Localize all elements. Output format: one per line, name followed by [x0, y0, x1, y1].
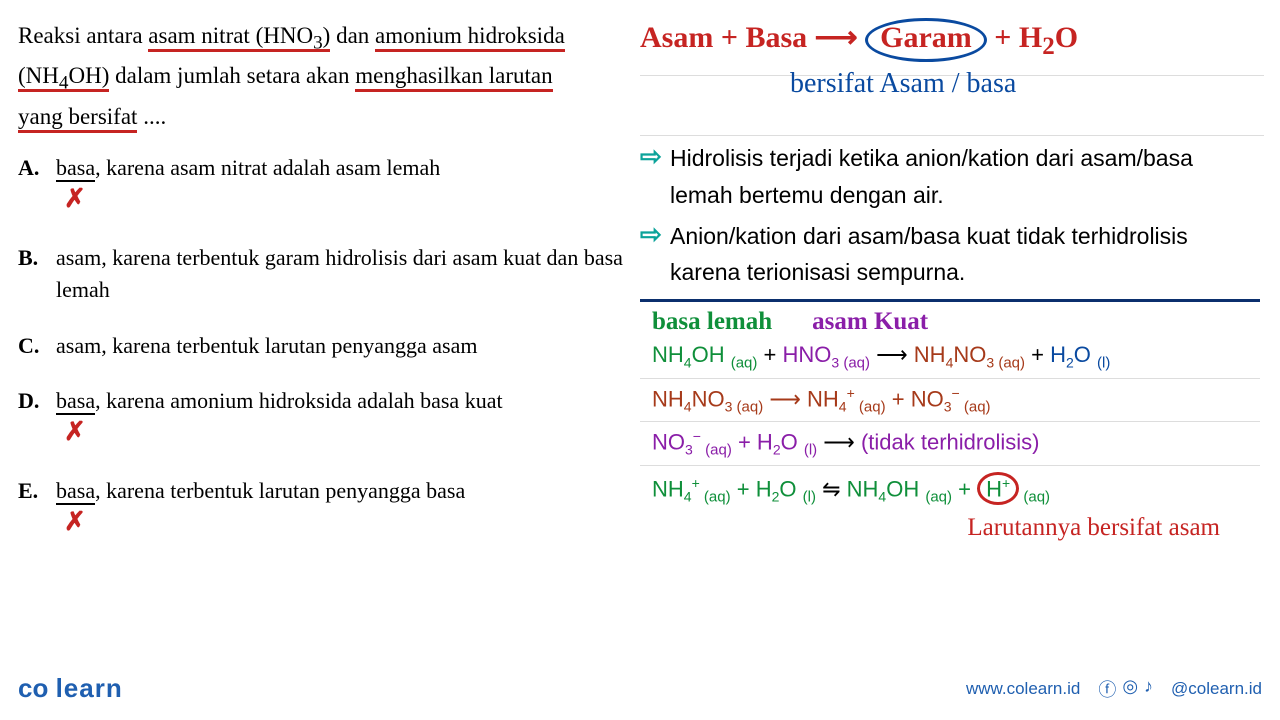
option-text: basa, karena amonium hidroksida adalah b… — [56, 385, 628, 451]
options-list: A. basa, karena asam nitrat adalah asam … — [18, 152, 628, 546]
footer-url: www.colearn.id — [966, 679, 1080, 699]
note-1: ⇨ Hidrolisis terjadi ketika anion/kation… — [640, 140, 1260, 214]
cross-mark-icon: ✗ — [64, 180, 628, 218]
q-underline-3: (NH4OH) — [18, 63, 109, 92]
footer: co learn www.colearn.id ⓕ ◎ ♪ @colearn.i… — [18, 673, 1262, 704]
circled-garam: Garam — [865, 18, 987, 62]
logo: co learn — [18, 673, 123, 704]
note-2: ⇨ Anion/kation dari asam/basa kuat tidak… — [640, 218, 1260, 292]
facebook-icon: ⓕ — [1098, 676, 1116, 702]
option-e: E. basa, karena terbentuk larutan penyan… — [18, 475, 628, 547]
social-icons: ⓕ ◎ ♪ — [1098, 676, 1153, 702]
question-panel: Reaksi antara asam nitrat (HNO3) dan amo… — [18, 18, 628, 547]
option-letter: B. — [18, 242, 44, 306]
option-letter: E. — [18, 475, 44, 541]
explanation-panel: Asam + Basa ⟶ Garam + H2O bersifat Asam … — [640, 18, 1260, 542]
option-text: basa, karena asam nitrat adalah asam lem… — [56, 152, 628, 218]
option-text: asam, karena terbentuk larutan penyangga… — [56, 330, 628, 362]
option-text: basa, karena terbentuk larutan penyangga… — [56, 475, 628, 541]
footer-handle: @colearn.id — [1171, 679, 1262, 699]
arrow-bullet-icon: ⇨ — [640, 140, 670, 174]
divider — [640, 299, 1260, 302]
q-underline-1: asam nitrat (HNO3) — [148, 23, 330, 52]
q-underline-4: menghasilkan larutan — [355, 63, 552, 92]
reaction-header: Asam + Basa ⟶ Garam + H2O — [640, 18, 1260, 62]
equation-2: NH4NO3 (aq) ⟶ NH4+ (aq) + NO3− (aq) — [640, 379, 1260, 423]
instagram-icon: ◎ — [1122, 676, 1138, 702]
conclusion: Larutannya bersifat asam — [640, 514, 1260, 542]
q-prefix: Reaksi antara — [18, 23, 148, 48]
option-text: asam, karena terbentuk garam hidrolisis … — [56, 242, 628, 306]
cross-mark-icon: ✗ — [64, 413, 628, 451]
option-letter: C. — [18, 330, 44, 362]
option-a: A. basa, karena asam nitrat adalah asam … — [18, 152, 628, 224]
q-underline-5: yang bersifat — [18, 104, 137, 133]
header-subtitle: bersifat Asam / basa — [640, 68, 1260, 100]
footer-right: www.colearn.id ⓕ ◎ ♪ @colearn.id — [966, 676, 1262, 702]
option-b: B. asam, karena terbentuk garam hidrolis… — [18, 242, 628, 312]
equation-4: NH4+ (aq) + H2O (l) ⇋ NH4OH (aq) + H+ (a… — [640, 466, 1260, 512]
option-d: D. basa, karena amonium hidroksida adala… — [18, 385, 628, 457]
question-text: Reaksi antara asam nitrat (HNO3) dan amo… — [18, 18, 628, 134]
weak-base-label: basa lemah — [652, 308, 772, 336]
option-letter: A. — [18, 152, 44, 218]
circled-h-plus: H+ — [977, 472, 1019, 505]
arrow-bullet-icon: ⇨ — [640, 218, 670, 252]
species-labels: basa lemah asam Kuat — [640, 308, 1260, 336]
equation-3: NO3− (aq) + H2O (l) ⟶ (tidak terhidrolis… — [640, 422, 1260, 466]
equation-1: NH4OH (aq) + HNO3 (aq) ⟶ NH4NO3 (aq) + H… — [640, 336, 1260, 378]
tiktok-icon: ♪ — [1144, 676, 1153, 702]
strong-acid-label: asam Kuat — [812, 308, 928, 336]
option-letter: D. — [18, 385, 44, 451]
q-underline-2: amonium hidroksida — [375, 23, 565, 52]
notes-block: ⇨ Hidrolisis terjadi ketika anion/kation… — [640, 140, 1260, 291]
option-c: C. asam, karena terbentuk larutan penyan… — [18, 330, 628, 368]
cross-mark-icon: ✗ — [64, 503, 628, 541]
